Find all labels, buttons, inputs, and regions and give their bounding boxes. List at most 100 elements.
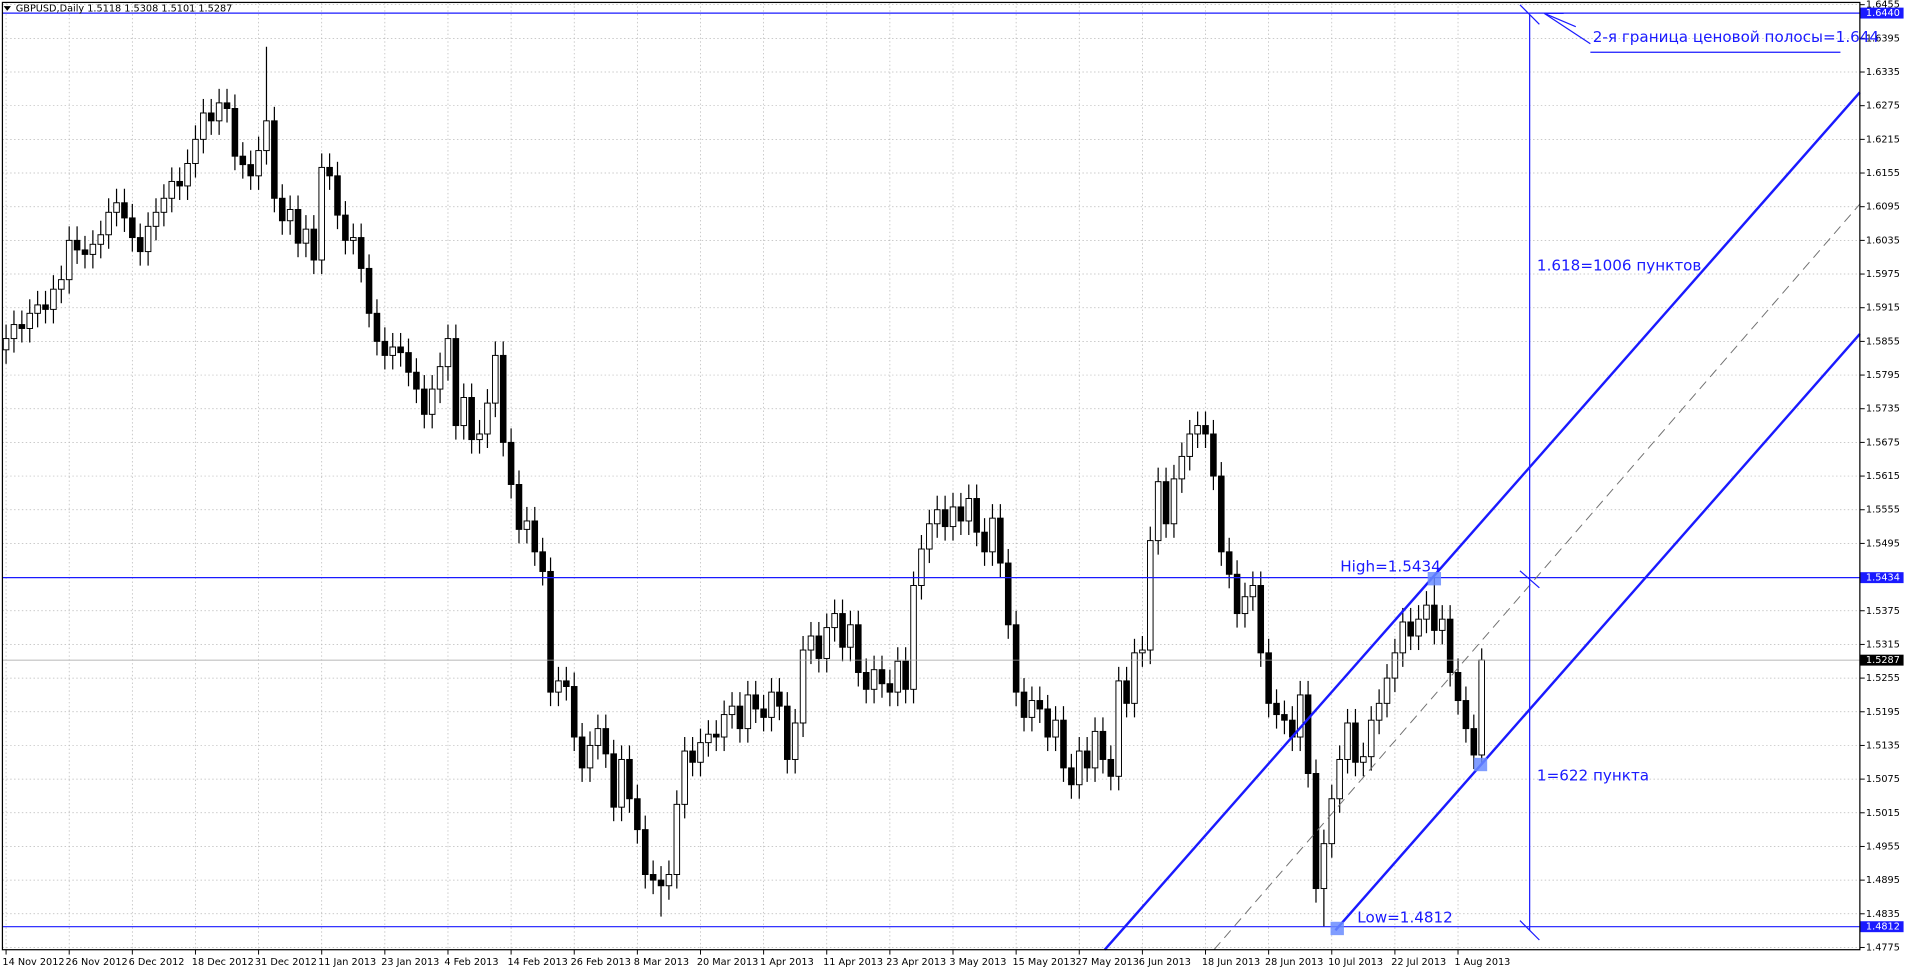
high-marker	[1427, 572, 1442, 586]
candle-body	[1312, 773, 1320, 890]
x-tick-label: 11 Jan 2013	[318, 957, 376, 968]
candle-body	[349, 237, 357, 241]
candle-body	[136, 237, 144, 253]
candle-body	[73, 239, 81, 251]
channel	[1103, 91, 1861, 951]
y-tick-label: 1.5975	[1866, 269, 1900, 280]
candle-body	[26, 312, 34, 329]
candle-body	[373, 312, 381, 342]
candle-body	[389, 346, 397, 356]
y-tick-label: 1.5555	[1866, 505, 1900, 516]
y-tick-label: 1.6035	[1866, 235, 1900, 246]
y-tick-label: 1.6335	[1866, 67, 1900, 78]
candle-body	[113, 202, 120, 213]
candle-body	[657, 879, 665, 887]
candle-body	[1320, 843, 1328, 890]
candle-body	[1344, 722, 1351, 760]
y-tick-label: 1.6095	[1866, 202, 1900, 213]
candle-body	[1210, 433, 1217, 477]
candle-body	[1170, 478, 1178, 525]
candle-body	[1036, 700, 1044, 710]
candle-body	[1296, 694, 1304, 738]
level-box	[1859, 921, 1904, 933]
candle-body	[791, 722, 799, 760]
candle-body	[563, 680, 570, 688]
candle-body	[705, 733, 712, 744]
candle-body	[1265, 652, 1272, 704]
candle-body	[460, 397, 468, 427]
candle-body	[926, 523, 933, 550]
candle-body	[247, 164, 254, 177]
candle-body	[981, 531, 988, 553]
candle-body	[823, 627, 831, 659]
candle-body	[444, 338, 452, 368]
candle-body	[129, 217, 136, 239]
candle-body	[776, 691, 783, 707]
candle-body	[192, 138, 199, 164]
y-tick-label: 1.5495	[1866, 538, 1900, 549]
candle-body	[2, 338, 10, 351]
y-tick-label: 1.6395	[1866, 33, 1900, 44]
candle-body	[1186, 433, 1194, 457]
header-icon	[3, 6, 11, 11]
y-tick-label: 1.4835	[1866, 909, 1900, 920]
candle-body	[760, 708, 767, 718]
level-box	[1859, 572, 1904, 584]
level-label: 1.4812	[1866, 922, 1900, 933]
candle-body	[1020, 691, 1028, 718]
candle-body	[799, 649, 807, 724]
candle-body	[1360, 756, 1367, 763]
annotation: 2-я граница ценовой полосы=1.644	[1593, 28, 1879, 46]
candle-body	[547, 570, 554, 693]
candle-body	[1115, 680, 1122, 777]
candle-body	[523, 520, 531, 530]
candle-body	[1052, 719, 1059, 738]
candle-body	[34, 304, 41, 314]
candle-body	[1012, 624, 1020, 693]
candle-body	[910, 585, 917, 690]
x-tick-label: 14 Nov 2012	[2, 957, 64, 968]
x-tick-label: 26 Nov 2012	[66, 957, 128, 968]
candle-body	[641, 829, 649, 875]
candle-body	[58, 279, 65, 290]
candle-body	[89, 243, 97, 255]
candle-body	[231, 108, 239, 157]
candle-body	[1391, 652, 1399, 679]
candle-body	[862, 671, 870, 690]
candle-body	[105, 211, 112, 236]
measure-arrow-bottom	[1519, 920, 1540, 941]
candle-body	[681, 750, 688, 805]
y-tick-label: 1.5195	[1866, 707, 1900, 718]
candle-body	[933, 509, 941, 525]
candle-body	[484, 402, 491, 435]
last-price-label: 1.5287	[1866, 655, 1900, 666]
candle-body	[1249, 585, 1257, 598]
annotation: 1.618=1006 пунктов	[1537, 256, 1701, 274]
candle-body	[1281, 714, 1288, 721]
y-tick-label: 1.6455	[1866, 0, 1900, 11]
y-tick-label: 1.6215	[1866, 134, 1900, 145]
candle-body	[1273, 702, 1280, 716]
candle-body	[1194, 425, 1201, 435]
y-tick-label: 1.5315	[1866, 639, 1900, 650]
x-tick-label: 1 Aug 2013	[1454, 957, 1510, 968]
candle-body	[1257, 585, 1265, 654]
x-tick-label: 8 Mar 2013	[634, 957, 689, 968]
candle-body	[302, 228, 310, 244]
candle-body	[665, 874, 673, 887]
candle-body	[618, 758, 625, 808]
candle-body	[81, 249, 89, 255]
y-tick-label: 1.6275	[1866, 101, 1900, 112]
x-tick-label: 11 Apr 2013	[823, 957, 883, 968]
annotation: High=1.5434	[1340, 558, 1441, 576]
candle-body	[468, 397, 475, 441]
chart-title: GBPUSD,Daily	[16, 4, 85, 15]
candle-body	[720, 714, 728, 738]
candle-body	[1060, 719, 1067, 769]
candle-body	[476, 433, 483, 441]
measure-tick-mid	[1519, 570, 1540, 589]
candle-body	[255, 150, 262, 177]
candle-body	[689, 750, 696, 763]
y-tick-label: 1.4955	[1866, 841, 1900, 852]
